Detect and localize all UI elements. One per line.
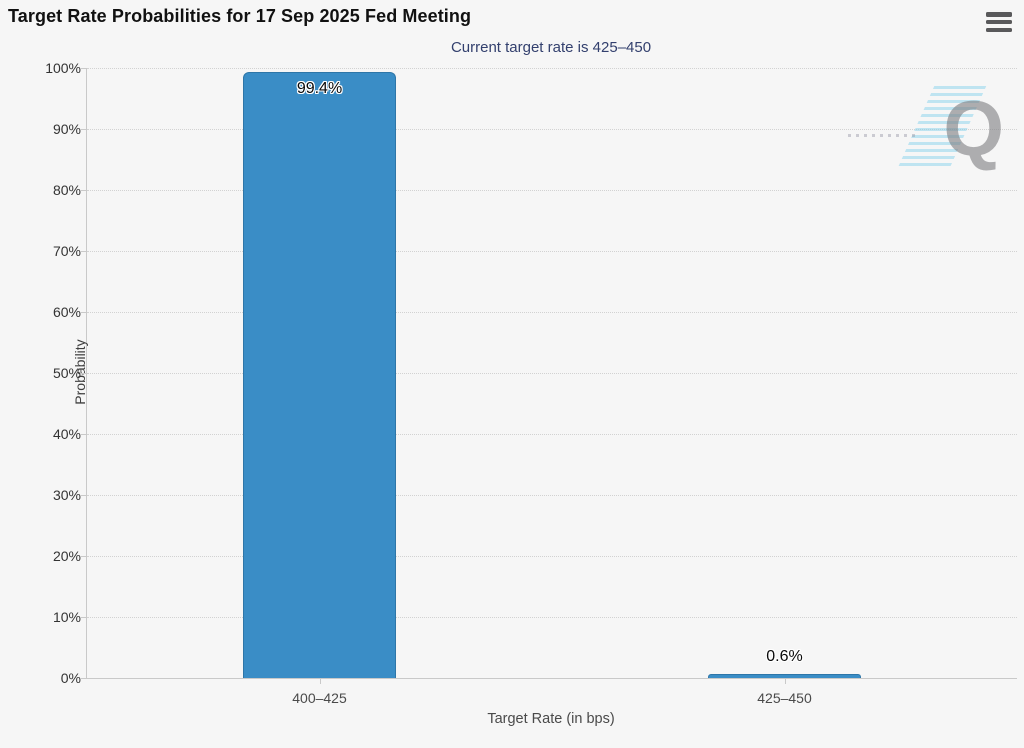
y-axis-label-30%: 30% xyxy=(52,487,81,503)
gridline-30 xyxy=(87,495,1017,496)
gridline-20 xyxy=(87,556,1017,557)
y-tick-0 xyxy=(81,678,86,679)
x-tick-400–425 xyxy=(319,678,321,684)
gridline-90 xyxy=(87,129,1017,130)
x-tick-425–450 xyxy=(784,678,786,684)
x-axis-label-400–425: 400–425 xyxy=(292,690,347,706)
y-axis-label-40%: 40% xyxy=(52,426,81,442)
chart-subtitle: Current target rate is 425–450 xyxy=(450,39,652,56)
y-tick-100 xyxy=(81,68,86,69)
y-axis-label-20%: 20% xyxy=(52,548,81,564)
gridline-70 xyxy=(87,251,1017,252)
gridline-80 xyxy=(87,190,1017,191)
hamburger-bar xyxy=(986,27,1012,32)
y-tick-20 xyxy=(81,556,86,557)
y-tick-60 xyxy=(81,312,86,313)
hamburger-bar xyxy=(986,12,1012,17)
y-tick-70 xyxy=(81,251,86,252)
gridline-100 xyxy=(87,68,1017,69)
x-axis-title: Target Rate (in bps) xyxy=(487,711,615,727)
gridline-50 xyxy=(87,373,1017,374)
plot-area: Probability 0% 10% 20% 30% 40% 50% 60% 70% 80% 90… xyxy=(45,60,1017,706)
y-axis-label-50%: 50% xyxy=(52,365,81,381)
gridline-60 xyxy=(87,312,1017,313)
bar-425–450[interactable] xyxy=(708,674,861,678)
y-tick-80 xyxy=(81,190,86,191)
x-axis-label-425–450: 425–450 xyxy=(757,690,812,706)
chart-title: Target Rate Probabilities for 17 Sep 202… xyxy=(8,6,472,26)
y-tick-40 xyxy=(81,434,86,435)
y-axis-label-10%: 10% xyxy=(52,609,81,625)
gridline-40 xyxy=(87,434,1017,435)
y-axis-label-0%: 0% xyxy=(60,670,81,686)
y-axis-label-60%: 60% xyxy=(52,304,81,320)
y-tick-10 xyxy=(81,617,86,618)
y-tick-30 xyxy=(81,495,86,496)
hamburger-bar xyxy=(986,19,1012,25)
y-axis-label-70%: 70% xyxy=(52,243,81,259)
y-tick-50 xyxy=(81,373,86,374)
y-axis-label-100%: 100% xyxy=(45,60,81,76)
bar-value-label-425–450: 0.6% xyxy=(766,648,803,666)
bar-400–425[interactable] xyxy=(243,71,396,678)
y-axis-label-90%: 90% xyxy=(52,121,81,137)
y-tick-90 xyxy=(81,129,86,130)
y-axis-label-80%: 80% xyxy=(52,182,81,198)
bar-value-label-400–425: 99.4% xyxy=(296,79,343,97)
hamburger-menu-icon[interactable] xyxy=(986,12,1012,32)
gridline-10 xyxy=(87,617,1017,618)
